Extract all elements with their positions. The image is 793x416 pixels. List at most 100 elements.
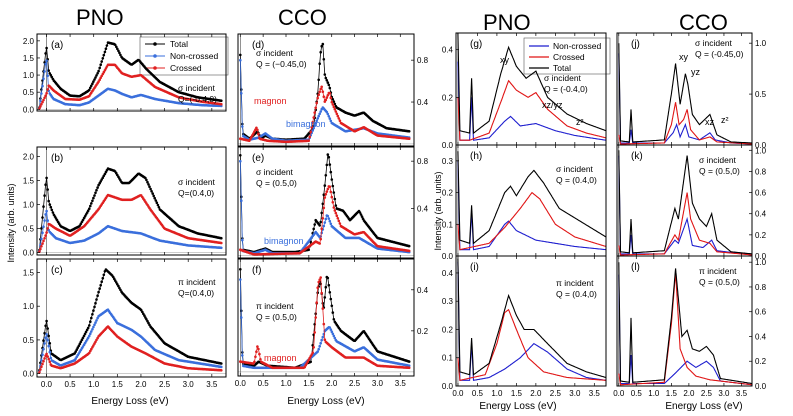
point-crossed <box>40 365 43 369</box>
point-total <box>313 223 317 226</box>
point-total <box>358 211 362 214</box>
axes-frame <box>455 255 607 387</box>
point-total <box>92 80 95 83</box>
point-noncrossed <box>90 330 93 333</box>
point-total <box>102 53 106 57</box>
point-total <box>318 62 322 65</box>
point-noncrossed <box>240 199 243 202</box>
point-total <box>103 50 107 54</box>
peak-label: xy <box>679 52 689 62</box>
point-crossed <box>338 119 342 122</box>
point-noncrossed <box>311 129 315 132</box>
series-total <box>457 33 606 135</box>
point-crossed <box>307 139 311 143</box>
point-crossed <box>311 351 315 355</box>
point-noncrossed <box>45 209 48 213</box>
point-crossed <box>331 103 335 106</box>
x-tick-label: 0.0 <box>613 389 625 398</box>
y-tick-label: 0.4 <box>442 46 454 55</box>
point-total <box>407 360 411 363</box>
panel-label: (b) <box>51 153 63 164</box>
point-total <box>360 215 364 218</box>
point-crossed <box>321 217 325 220</box>
point-total <box>322 58 326 61</box>
panel-annotation: Q=(-0.4,0) <box>178 94 217 104</box>
point-crossed <box>322 322 326 326</box>
point-crossed <box>328 185 332 188</box>
legend-right-total-label: Total <box>553 63 571 73</box>
point-crossed <box>332 105 336 109</box>
plot-area <box>618 262 752 386</box>
point-total <box>359 213 363 216</box>
plot-area <box>457 33 606 141</box>
point-total <box>48 203 52 206</box>
point-total <box>319 50 323 54</box>
point-crossed <box>323 338 327 342</box>
point-total <box>327 155 331 159</box>
point-noncrossed <box>326 112 330 116</box>
point-noncrossed <box>241 354 244 357</box>
point-total <box>96 186 99 189</box>
legend-left-crossed-marker <box>153 66 157 70</box>
y-tick-label-right: 0.2 <box>755 357 767 366</box>
y-tick-label: 1.0 <box>23 302 35 311</box>
point-total <box>220 362 223 365</box>
x-tick-label: 1.0 <box>648 389 660 398</box>
point-crossed <box>41 100 44 104</box>
point-total <box>89 320 92 324</box>
point-total <box>79 340 83 344</box>
point-total <box>220 99 223 102</box>
point-crossed <box>46 88 49 91</box>
point-total <box>326 153 330 156</box>
panel-annotation: σ incident <box>544 73 582 83</box>
point-crossed <box>253 360 256 364</box>
point-total <box>320 211 324 215</box>
point-crossed <box>220 102 223 106</box>
point-total <box>91 313 94 316</box>
point-total <box>321 202 325 206</box>
right-ylabel: Intensity (arb. units) <box>433 171 443 250</box>
point-crossed <box>255 350 258 354</box>
series-crossed <box>457 79 606 141</box>
point-total <box>90 202 93 205</box>
point-noncrossed <box>315 119 319 123</box>
point-total <box>145 178 148 182</box>
point-crossed <box>334 211 338 215</box>
point-total <box>45 176 48 180</box>
point-total <box>84 330 88 334</box>
point-total <box>331 184 335 188</box>
panel-annotation: σ incident <box>256 48 294 58</box>
x-tick-label: 2.5 <box>701 389 713 398</box>
point-noncrossed <box>312 126 316 130</box>
point-total <box>47 69 50 72</box>
y-tick-label: 0.0 <box>23 249 35 258</box>
point-total <box>92 309 95 312</box>
y-tick-label-right: 0.0 <box>755 141 767 150</box>
point-noncrossed <box>319 341 323 345</box>
point-crossed <box>39 105 42 108</box>
point-total <box>329 297 333 301</box>
point-crossed <box>44 94 47 97</box>
point-crossed <box>256 128 259 132</box>
point-crossed <box>319 87 323 91</box>
point-noncrossed <box>240 316 243 319</box>
point-crossed <box>39 368 42 371</box>
point-noncrossed <box>88 334 91 338</box>
point-crossed <box>325 96 329 99</box>
point-total <box>407 130 411 133</box>
peak-label: z² <box>721 115 729 125</box>
point-total <box>94 301 97 305</box>
x-tick-label: 3.0 <box>569 389 581 398</box>
point-crossed <box>323 196 327 199</box>
point-total <box>45 319 48 323</box>
x-tick-label: 0.0 <box>41 380 53 389</box>
x-tick-label: 0.5 <box>258 379 270 388</box>
y-tick-label-right: 0.8 <box>755 283 767 292</box>
axes-frame <box>616 255 753 387</box>
axes-frame <box>36 258 227 378</box>
point-total <box>407 244 411 248</box>
point-crossed <box>328 91 332 95</box>
axes-frame <box>237 146 415 259</box>
y-tick-label: 1.0 <box>23 201 35 210</box>
point-total <box>323 296 327 299</box>
